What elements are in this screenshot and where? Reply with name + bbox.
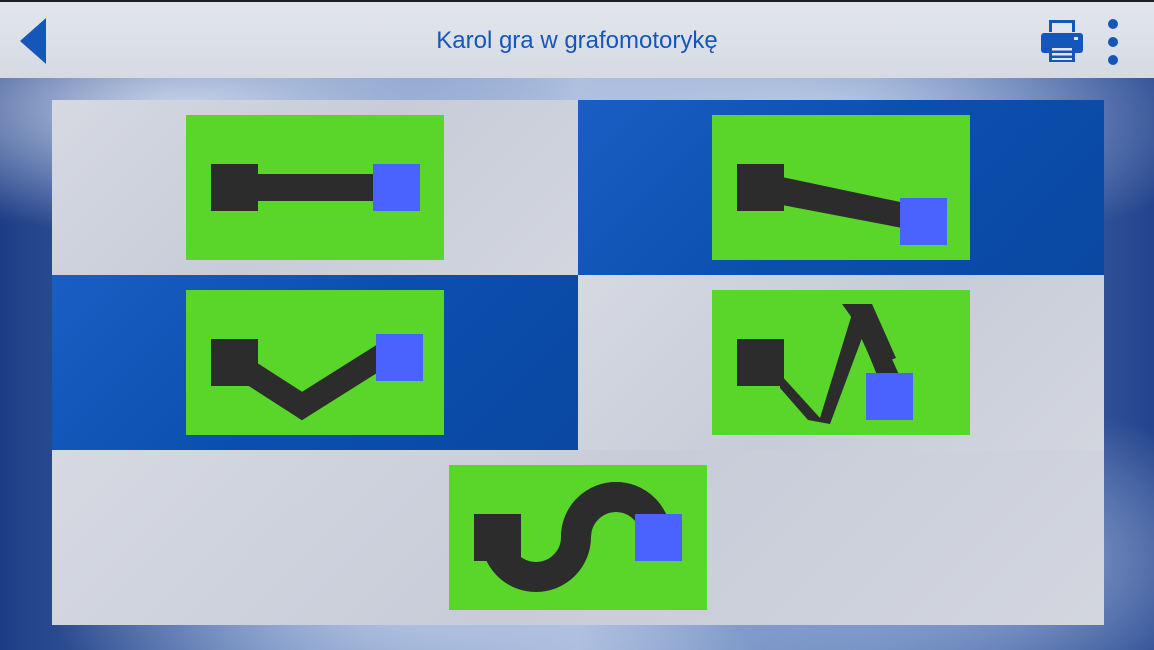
level-tile-straight-line[interactable] — [186, 115, 444, 260]
zigzag-path-icon — [737, 304, 913, 424]
page-title: Karol gra w grafomotorykę — [436, 27, 718, 54]
s-curve-path-icon — [474, 482, 682, 592]
more-vertical-icon — [1108, 19, 1118, 65]
printer-icon — [1041, 20, 1083, 62]
diagonal-line-path-icon — [737, 164, 947, 245]
v-shape-path-icon — [211, 334, 423, 421]
level-tile-diagonal-line[interactable] — [712, 115, 970, 260]
print-button[interactable] — [1040, 18, 1084, 64]
back-button[interactable] — [18, 18, 50, 64]
overflow-menu-button[interactable] — [1100, 18, 1126, 66]
level-tile-v-shape[interactable] — [186, 290, 444, 435]
straight-line-path-icon — [211, 164, 420, 211]
level-tile-s-curve[interactable] — [449, 465, 707, 610]
top-bar: Karol gra w grafomotorykę — [0, 0, 1154, 78]
level-tile-zigzag[interactable] — [712, 290, 970, 435]
level-grid — [52, 100, 1104, 625]
back-arrow-icon — [20, 18, 46, 64]
